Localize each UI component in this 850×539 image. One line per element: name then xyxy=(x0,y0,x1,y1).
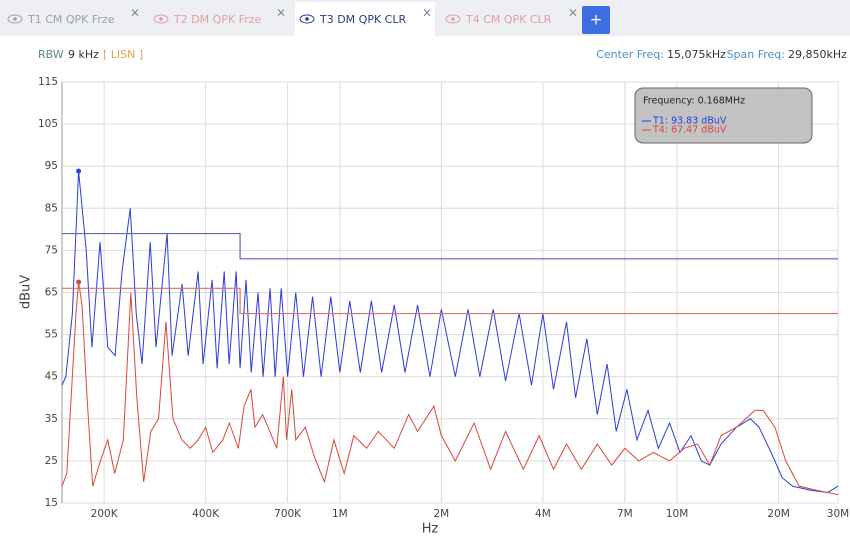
plot: 15 25 35 45 55 65 75 85 95 105 115 200K 400K 700K 1M 2M… xyxy=(38,76,849,520)
tab-label: T4 CM QPK CLR xyxy=(465,13,552,26)
x-tick-label: 4M xyxy=(535,508,551,520)
x-tick-label: 2M xyxy=(433,508,449,520)
marker xyxy=(76,279,82,285)
eye-icon xyxy=(299,14,315,24)
y-axis-label: dBuV xyxy=(19,275,34,309)
eye-icon xyxy=(7,14,23,24)
add-tab-label: + xyxy=(590,11,603,29)
y-tick-label: 45 xyxy=(45,371,58,383)
trace xyxy=(62,232,838,260)
y-tick-label: 55 xyxy=(45,329,58,341)
y-tick-label: 25 xyxy=(45,455,58,467)
add-tab-button[interactable] xyxy=(582,6,610,34)
marker xyxy=(76,168,82,174)
x-tick-label: 400K xyxy=(192,508,220,520)
x-tick-label: 1M xyxy=(332,508,348,520)
tab-label: T2 DM QPK Frze xyxy=(173,13,261,26)
tabs: T1 CM QPK Frze × T2 DM QPK Frze × T3 DM QPK … xyxy=(7,6,578,27)
x-tick-label: 10M xyxy=(666,508,688,520)
tab[interactable]: T1 CM QPK Frze × xyxy=(7,6,140,27)
tab-close: × xyxy=(568,6,578,20)
trace xyxy=(61,171,839,493)
y-tick-label: 35 xyxy=(45,413,58,425)
y-tick-label: 105 xyxy=(38,118,58,130)
tab-label: T3 DM QPK CLR xyxy=(319,13,406,26)
active-tab[interactable] xyxy=(295,2,435,36)
x-tick-label: 30M xyxy=(827,508,849,520)
x-tick-label: 7M xyxy=(617,508,633,520)
eye-pupil xyxy=(451,17,455,21)
tooltip-box xyxy=(634,87,813,144)
tab[interactable]: T2 DM QPK Frze × xyxy=(153,6,286,27)
tab[interactable]: T3 DM QPK CLR × xyxy=(299,6,432,27)
tooltip-line: T1: 93.83 dBuV xyxy=(652,116,727,127)
eye-icon xyxy=(153,14,169,24)
tooltip: Frequency: 0.168MHz T1: 93.83 dBuV T4: 6… xyxy=(634,87,813,144)
source: [ LISN ] xyxy=(103,48,143,61)
tab[interactable]: T4 CM QPK CLR × xyxy=(445,6,578,27)
eye-icon xyxy=(445,14,461,24)
trace xyxy=(61,282,839,496)
x-tick-label: 20M xyxy=(767,508,789,520)
tab-close: × xyxy=(422,6,432,20)
eye-pupil xyxy=(305,17,309,21)
center-label: Center Freq: xyxy=(596,48,664,61)
y-tick-label: 65 xyxy=(45,287,58,299)
eye-pupil xyxy=(13,17,17,21)
x-tick-label: 200K xyxy=(91,508,119,520)
rbw-value: 9 kHz xyxy=(68,48,99,61)
rbw-label: RBW xyxy=(38,48,64,61)
center-value: 15,075kHz xyxy=(667,48,726,61)
y-tick-label: 115 xyxy=(38,76,58,88)
y-tick-label: 85 xyxy=(45,202,58,214)
span-label: Span Freq: xyxy=(727,48,785,61)
eye-pupil xyxy=(159,17,163,21)
y-tick-label: 15 xyxy=(45,497,58,509)
y-tick-label: 95 xyxy=(45,160,58,172)
trace xyxy=(62,287,838,315)
y-tick-label: 75 xyxy=(45,244,58,256)
tab-close: × xyxy=(130,6,140,20)
tab-label: T1 CM QPK Frze xyxy=(27,13,115,26)
tooltip-line: T4: 67.47 dBuV xyxy=(652,125,727,136)
tooltip-frequency: Frequency: 0.168MHz xyxy=(643,96,745,107)
x-tick-label: 700K xyxy=(274,508,302,520)
tab-close: × xyxy=(276,6,286,20)
x-axis-label: Hz xyxy=(422,522,439,537)
span-value: 29,850kHz xyxy=(788,48,847,61)
